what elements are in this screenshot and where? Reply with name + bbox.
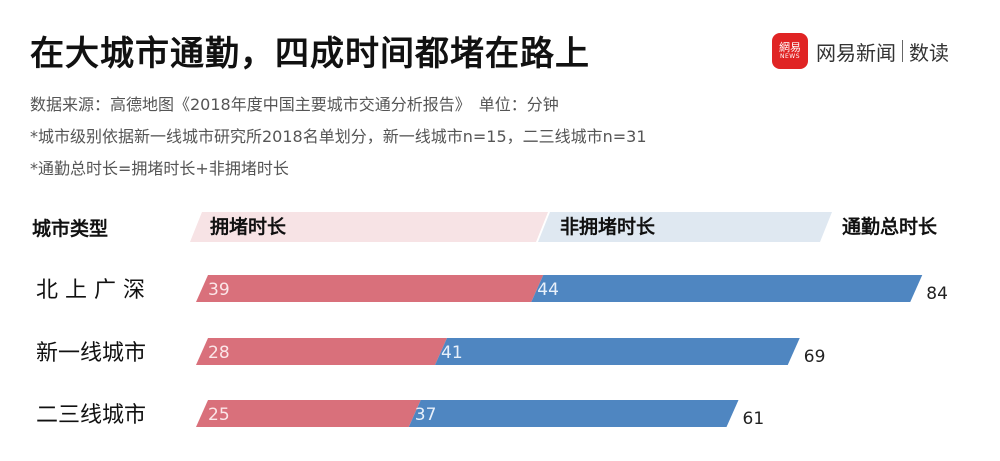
category-label: 新一线城市 [36, 341, 146, 366]
value-label-total: 61 [743, 409, 765, 429]
bar-non-congested [531, 275, 923, 302]
value-label-non-congested: 37 [415, 405, 437, 425]
value-label-non-congested: 41 [441, 343, 463, 363]
bar-congested [196, 338, 447, 365]
value-label-congested: 25 [208, 405, 230, 425]
category-label: 二三线城市 [36, 403, 146, 428]
chart-title: 在大城市通勤，四成时间都堵在路上 [30, 34, 590, 74]
value-label-congested: 39 [208, 280, 230, 300]
brand-name: 网易新闻 [816, 40, 896, 65]
total-header: 通勤总时长 [842, 215, 938, 238]
value-label-total: 69 [804, 347, 826, 367]
header-band-non-congested [538, 212, 832, 242]
header-band-congested [190, 212, 548, 242]
brand-divider [902, 40, 903, 62]
value-label-non-congested: 44 [537, 280, 559, 300]
bar-congested [196, 400, 421, 427]
category-header: 城市类型 [32, 217, 108, 240]
brand-column: 数读 [909, 40, 949, 65]
legend-non-congested: 非拥堵时长 [560, 215, 656, 238]
logo-sub: NEWS [779, 52, 801, 60]
bar-congested [196, 275, 544, 302]
value-label-congested: 28 [208, 343, 230, 363]
definition-note: *通勤总时长=拥堵时长+非拥堵时长 [30, 159, 289, 178]
logo-text: 網易 [779, 40, 801, 54]
value-label-total: 84 [926, 284, 948, 304]
netease-news-logo: 網易 NEWS [772, 33, 808, 69]
source-note: 数据来源：高德地图《2018年度中国主要城市交通分析报告》 单位：分钟 [30, 95, 559, 114]
legend-congested: 拥堵时长 [210, 215, 287, 238]
category-label: 北 上 广 深 [36, 278, 145, 303]
classification-note: *城市级别依据新一线城市研究所2018名单划分，新一线城市n=15，二三线城市n… [30, 127, 647, 146]
bar-non-congested [435, 338, 800, 365]
brand: 網易 NEWS 网易新闻 数读 [772, 33, 949, 69]
bar-non-congested [408, 400, 739, 427]
